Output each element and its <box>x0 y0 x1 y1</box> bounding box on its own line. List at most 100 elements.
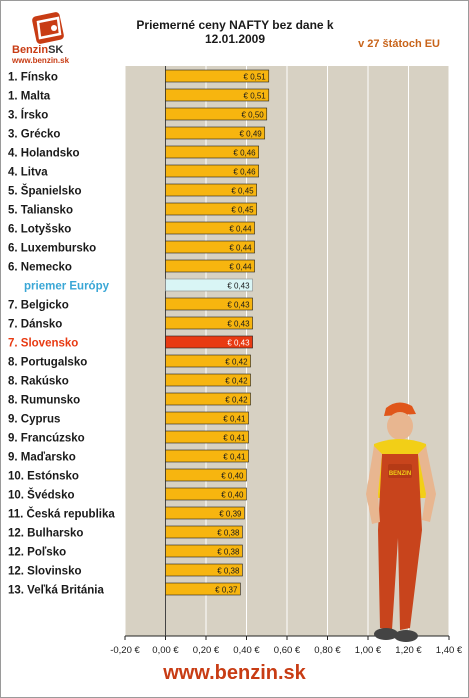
category-label: 10. Švédsko <box>8 489 74 502</box>
bar-value-label: € 0,45 <box>231 206 254 215</box>
bar-value-label: € 0,46 <box>233 168 256 177</box>
category-label: 11. Česká republika <box>8 508 115 521</box>
bar <box>165 107 268 121</box>
bar <box>165 354 251 368</box>
bar-value-label: € 0,38 <box>217 548 240 557</box>
category-label: 1. Fínsko <box>8 72 58 84</box>
bar <box>165 525 243 539</box>
bar-value-label: € 0,42 <box>225 358 248 367</box>
bar <box>165 183 257 197</box>
bar-value-label: € 0,42 <box>225 396 248 405</box>
x-tick-label: 1,40 € <box>436 645 463 656</box>
bar <box>165 145 259 159</box>
category-label: 6. Lotyšsko <box>8 224 71 236</box>
bar <box>165 221 255 235</box>
logo-wordmark: BenzinSK <box>12 44 64 56</box>
bar-value-label: € 0,40 <box>221 472 244 481</box>
bar <box>165 278 253 292</box>
bar-value-label: € 0,51 <box>244 92 267 101</box>
category-label: 12. Bulharsko <box>8 528 83 540</box>
category-label: 7. Dánsko <box>8 319 62 331</box>
bar <box>165 392 251 406</box>
bar <box>165 411 249 425</box>
bar-value-label: € 0,43 <box>227 301 250 310</box>
bar <box>165 240 255 254</box>
category-label: 3. Írsko <box>8 109 48 122</box>
bar-value-label: € 0,44 <box>229 225 252 234</box>
x-tick-label: 1,20 € <box>395 645 422 656</box>
mascot-worker-icon: BENZIN <box>366 402 436 642</box>
bar-value-label: € 0,49 <box>239 130 262 139</box>
x-tick-label: 1,00 € <box>355 645 382 656</box>
bar-value-label: € 0,44 <box>229 263 252 272</box>
bar-value-label: € 0,44 <box>229 244 252 253</box>
bar <box>165 506 245 520</box>
bar-value-label: € 0,41 <box>223 434 246 443</box>
category-label: 13. Veľká Británia <box>8 585 104 597</box>
bar-value-label: € 0,41 <box>223 453 246 462</box>
chart-title: Priemerné ceny NAFTY bez dane k 12.01.20… <box>136 18 334 46</box>
bar-value-label: € 0,39 <box>219 510 242 519</box>
category-label: 9. Cyprus <box>8 414 60 426</box>
bar-value-label: € 0,43 <box>227 339 250 348</box>
bar <box>165 487 247 501</box>
bar <box>165 468 247 482</box>
bar-value-label: € 0,42 <box>225 377 248 386</box>
bar-value-label: € 0,40 <box>221 491 244 500</box>
category-label: 3. Grécko <box>8 129 60 141</box>
category-label: 1. Malta <box>8 91 51 103</box>
bar-value-label: € 0,37 <box>215 586 238 595</box>
mascot-badge-text: BENZIN <box>389 471 411 477</box>
category-label: 8. Portugalsko <box>8 357 87 369</box>
bar-value-label: € 0,38 <box>217 567 240 576</box>
category-label: 10. Estónsko <box>8 471 79 483</box>
bar <box>165 259 255 273</box>
category-label: 6. Luxembursko <box>8 243 96 255</box>
x-tick-label: 0,40 € <box>233 645 260 656</box>
category-label: 7. Slovensko <box>8 338 78 350</box>
bar <box>165 449 249 463</box>
bar-value-label: € 0,50 <box>242 111 265 120</box>
category-label: 4. Holandsko <box>8 148 80 160</box>
bar-value-label: € 0,43 <box>227 320 250 329</box>
footer-url: www.benzin.sk <box>163 662 306 684</box>
bar <box>165 430 249 444</box>
category-label: 8. Rumunsko <box>8 395 80 407</box>
bar-value-label: € 0,41 <box>223 415 246 424</box>
chart-subtitle: v 27 štátoch EU <box>358 38 440 50</box>
bar <box>165 126 266 140</box>
bar <box>165 544 243 558</box>
bar-value-label: € 0,46 <box>233 149 256 158</box>
x-tick-label: -0,20 € <box>110 645 140 656</box>
bar <box>165 316 253 330</box>
bar-value-label: € 0,51 <box>244 73 267 82</box>
category-label: 6. Nemecko <box>8 262 72 274</box>
bar-value-label: € 0,38 <box>217 529 240 538</box>
bar-value-label: € 0,45 <box>231 187 254 196</box>
bar <box>165 582 241 596</box>
category-label: 4. Litva <box>8 167 48 179</box>
bar-value-label: € 0,43 <box>227 282 250 291</box>
bar <box>165 164 259 178</box>
x-tick-label: 0,60 € <box>274 645 301 656</box>
bar <box>165 88 270 102</box>
category-label: 9. Francúzsko <box>8 433 85 445</box>
category-label: 12. Slovinsko <box>8 566 82 578</box>
bar <box>165 373 251 387</box>
bar <box>165 335 253 349</box>
x-tick-label: 0,20 € <box>193 645 220 656</box>
category-label: 5. Španielsko <box>8 185 82 198</box>
x-tick-label: 0,80 € <box>314 645 341 656</box>
category-label: 5. Taliansko <box>8 205 73 217</box>
bar <box>165 563 243 577</box>
benzin-logo <box>8 8 88 66</box>
bar <box>165 69 270 83</box>
bar <box>165 202 257 216</box>
category-label: 8. Rakúsko <box>8 376 69 388</box>
bar <box>165 297 253 311</box>
category-label: 7. Belgicko <box>8 300 69 312</box>
category-label: priemer Európy <box>24 281 110 293</box>
category-label: 9. Maďarsko <box>8 452 76 464</box>
logo-emblem-icon <box>32 12 64 44</box>
category-label: 12. Poľsko <box>8 547 66 559</box>
